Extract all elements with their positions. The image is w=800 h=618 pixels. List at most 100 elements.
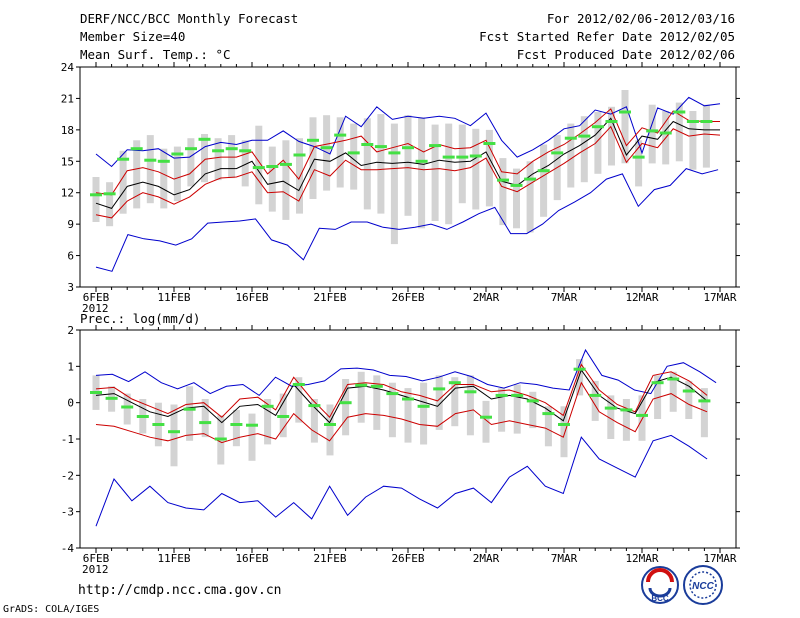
spread-bar [567, 123, 575, 188]
spread-bar [268, 146, 276, 212]
median-marker [212, 149, 225, 153]
x-tick-label: 2MAR [473, 552, 500, 565]
spread-bar [201, 399, 209, 438]
median-marker [564, 136, 577, 140]
forecast-period: For 2012/02/06-2012/03/16 [546, 11, 735, 26]
median-marker [591, 125, 604, 129]
spread-bar [607, 395, 615, 439]
median-marker [495, 393, 508, 397]
spread-bar [377, 114, 385, 214]
median-marker [292, 383, 305, 386]
median-marker [524, 177, 537, 181]
y-tick-label: 15 [61, 155, 74, 168]
y-tick-label: -4 [61, 542, 75, 555]
median-marker [442, 155, 455, 159]
spread-bar [186, 386, 194, 441]
median-marker [483, 142, 496, 145]
spread-bar [621, 90, 629, 164]
x-year-label: 2012 [82, 563, 109, 576]
fcst-produced-date: Fcst Produced Date 2012/02/06 [516, 47, 735, 62]
spread-bar [513, 384, 521, 434]
x-tick-label: 16FEB [235, 291, 268, 304]
chart-title: DERF/NCC/BCC Monthly Forecast [80, 11, 299, 26]
median-marker [700, 120, 713, 123]
median-marker [402, 397, 414, 401]
median-marker [361, 143, 374, 146]
x-tick-label: 12MAR [625, 552, 658, 565]
x-tick-label: 7MAR [551, 552, 578, 565]
median-marker [497, 178, 509, 182]
median-marker [230, 423, 243, 426]
median-marker [347, 151, 360, 155]
y-tick-label: 1 [67, 360, 74, 373]
median-marker [198, 137, 211, 141]
median-marker [605, 120, 618, 123]
member-size: Member Size=40 [80, 29, 186, 44]
spread-bar [342, 379, 350, 436]
spread-bar [622, 399, 630, 441]
median-marker [144, 158, 157, 162]
median-marker [686, 120, 699, 123]
median-marker [130, 147, 143, 151]
median-marker [456, 155, 469, 159]
median-marker [183, 407, 196, 411]
median-marker [121, 405, 134, 409]
bcc-logo-text: BCC [651, 594, 669, 603]
spread-bar [420, 382, 428, 445]
source-url[interactable]: http://cmdp.ncc.cma.gov.cn [78, 583, 282, 598]
x-tick-label: 12MAR [625, 291, 658, 304]
median-marker [320, 146, 333, 150]
median-marker [537, 169, 550, 173]
spread-bar [591, 380, 599, 421]
y-tick-label: 3 [67, 281, 74, 294]
spread-bar [248, 413, 256, 461]
median-marker [370, 384, 383, 388]
spread-bar [214, 138, 222, 181]
ncc-logo: NCC [683, 565, 723, 605]
median-marker [551, 151, 564, 155]
median-marker [682, 389, 695, 393]
median-marker [667, 377, 680, 381]
spread-bar [499, 158, 507, 226]
panel-title: Prec.: log(mm/d) [80, 311, 200, 326]
series-line-max [95, 96, 721, 168]
series-line-mean [95, 368, 708, 424]
spread-bar [513, 168, 520, 229]
x-year-label: 2012 [82, 302, 109, 315]
median-marker [374, 145, 387, 149]
x-tick-label: 6FEB [83, 291, 110, 304]
median-marker [510, 183, 523, 187]
y-tick-label: 12 [61, 187, 74, 200]
median-marker [266, 165, 279, 168]
spread-bar [187, 138, 195, 187]
series-line-mean_minus_std [95, 381, 708, 444]
median-marker [136, 415, 149, 418]
spread-bar [92, 177, 100, 222]
spread-bar [357, 371, 365, 423]
median-marker [526, 399, 539, 403]
median-marker [152, 423, 165, 426]
spread-bar [350, 123, 358, 190]
median-marker [307, 138, 319, 142]
median-marker [659, 131, 672, 135]
median-marker [578, 134, 591, 138]
spread-bar [309, 117, 317, 199]
variable-label: Mean Surf. Temp.: °C [80, 47, 231, 62]
spread-bar [635, 140, 643, 187]
spread-bar [173, 146, 181, 202]
median-marker [433, 387, 446, 391]
median-marker [619, 110, 631, 114]
spread-bar [390, 123, 398, 245]
x-tick-label: 11FEB [157, 552, 190, 565]
spread-bar [201, 134, 208, 183]
spread-bar [472, 128, 480, 210]
median-marker [589, 393, 602, 397]
spread-bar [404, 388, 412, 443]
spread-bar [482, 400, 490, 443]
spread-bar [594, 112, 602, 174]
spread-bar [485, 129, 493, 207]
median-marker [620, 408, 633, 412]
median-marker [105, 396, 118, 400]
